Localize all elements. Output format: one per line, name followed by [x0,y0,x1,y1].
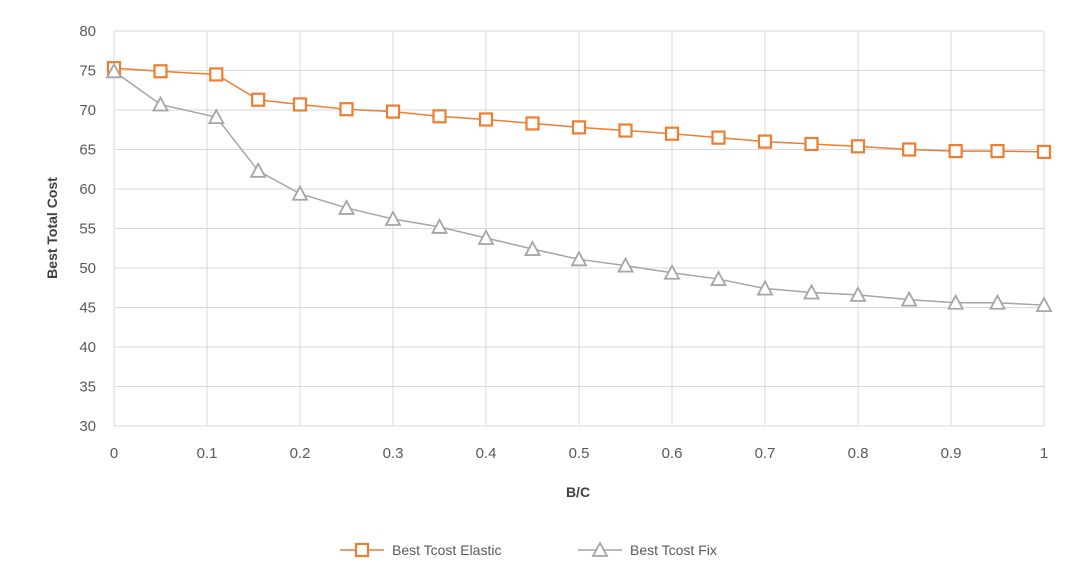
data-point [251,92,266,107]
data-point [249,161,267,178]
data-point [153,64,168,79]
y-tick-label: 40 [79,339,96,356]
data-point [802,283,821,300]
legend-item: Best Tcost Fix [578,541,717,558]
data-point [1035,296,1053,313]
data-point [337,199,356,215]
data-point [709,270,728,286]
data-point [105,62,123,79]
data-point [664,126,680,141]
y-tick-label: 80 [79,23,96,40]
legend-marker [354,542,370,558]
x-tick-label: 0.2 [290,445,311,462]
data-point [151,95,170,112]
data-point [900,290,918,307]
axis-ticks: 30 35 40 45 50 55 60 65 70 75 80 0 0.1 0.2 0.3 0.4 0.5 0.… [79,23,1048,462]
data-point [711,130,726,145]
data-point [292,97,308,112]
grid [113,30,1045,427]
data-point [756,279,774,296]
y-tick-label: 70 [79,102,96,119]
x-tick-label: 1 [1040,445,1048,462]
series-2 [105,62,1053,313]
x-tick-label: 0.4 [476,445,497,462]
y-tick-label: 75 [79,63,96,80]
data-point [849,285,867,302]
data-point [663,263,681,280]
y-tick-label: 35 [79,379,96,396]
data-point [207,108,225,125]
y-tick-label: 55 [79,221,96,238]
x-tick-label: 0 [110,445,118,462]
legend-item: Best Tcost Elastic [340,542,501,558]
data-point [618,123,633,138]
data-point [902,142,917,157]
data-point [478,112,494,127]
x-tick-label: 0.5 [569,445,590,462]
data-point [990,143,1005,159]
data-point [432,109,447,124]
data-point [525,116,540,131]
data-point [339,102,354,117]
legend-label: Best Tcost Fix [630,542,717,558]
legend-label: Best Tcost Elastic [392,542,501,558]
data-point [616,256,635,273]
data-point [523,240,542,256]
data-point [430,218,449,234]
data-point [571,120,587,135]
x-tick-label: 0.6 [662,445,683,462]
data-point [477,229,495,245]
y-tick-label: 65 [79,142,96,159]
data-point [948,143,963,159]
y-tick-label: 45 [79,300,96,317]
x-axis-title: B/C [566,484,590,500]
data-point [804,136,819,152]
legend-marker [591,541,609,557]
data-point [385,104,401,119]
data-point [757,134,773,149]
data-point [209,67,224,82]
data-point [384,210,402,226]
data-point [947,293,965,310]
data-point [1036,144,1052,159]
series [105,61,1053,313]
y-tick-label: 50 [79,260,96,277]
x-tick-label: 0.8 [848,445,869,462]
x-tick-label: 0.1 [197,445,218,462]
x-tick-label: 0.7 [755,445,776,462]
x-tick-label: 0.3 [383,445,404,462]
data-point [291,184,309,201]
y-tick-label: 60 [79,181,96,198]
legend: Best Tcost Elastic Best Tcost Fix [340,541,717,558]
y-axis-title: Best Total Cost [44,177,60,279]
x-tick-label: 0.9 [941,445,962,462]
data-point [570,250,588,267]
y-tick-label: 30 [79,418,96,435]
data-point [850,139,866,154]
data-point [988,293,1007,310]
